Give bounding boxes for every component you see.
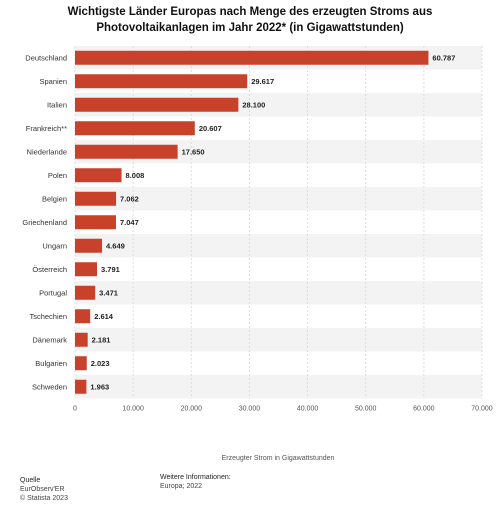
category-label: Tschechien — [29, 312, 67, 321]
value-label: 2.023 — [91, 359, 110, 368]
value-label: 29.617 — [251, 77, 274, 86]
value-label: 7.047 — [120, 218, 139, 227]
x-tick-label: 10.000 — [122, 406, 144, 413]
bar — [75, 356, 87, 371]
bar — [75, 191, 117, 206]
x-tick-label: 50.000 — [355, 406, 377, 413]
x-axis-title: Erzeugter Strom in Gigawattstunden — [222, 455, 335, 462]
value-label: 8.008 — [126, 171, 145, 180]
row-band — [75, 281, 482, 305]
category-label: Portugal — [39, 288, 67, 297]
value-label: 4.649 — [106, 241, 125, 250]
bar — [75, 121, 195, 136]
info-heading: Weitere Informationen: — [160, 474, 231, 481]
source-line: © Statista 2023 — [20, 495, 68, 502]
chart-title: Wichtigste Länder Europas nach Menge des… — [67, 6, 433, 34]
info-line: Europa; 2022 — [160, 483, 203, 490]
bar — [75, 262, 98, 277]
bar — [75, 285, 96, 300]
category-label: Spanien — [39, 77, 67, 86]
bar — [75, 238, 103, 253]
bar — [75, 379, 87, 394]
value-label: 3.791 — [101, 265, 120, 274]
category-label: Ungarn — [42, 241, 67, 250]
row-band — [75, 234, 482, 258]
x-tick-label: 60.000 — [413, 406, 435, 413]
category-label: Belgien — [42, 194, 67, 203]
row-band — [75, 187, 482, 211]
value-label: 3.471 — [99, 288, 118, 297]
bar — [75, 215, 116, 230]
bar — [75, 50, 429, 65]
value-label: 20.607 — [199, 124, 222, 133]
footer-info: Weitere Informationen: Europa; 2022 — [160, 473, 231, 491]
source-heading: Quelle — [20, 477, 41, 484]
x-tick-label: 70.000 — [471, 406, 493, 413]
x-tick-label: 40.000 — [297, 406, 319, 413]
category-label: Frankreich** — [26, 124, 67, 133]
category-label: Italien — [47, 100, 67, 109]
category-label: Bulgarien — [35, 359, 67, 368]
category-label: Griechenland — [22, 218, 67, 227]
category-label: Dänemark — [32, 335, 67, 344]
bar — [75, 97, 239, 112]
category-label: Deutschland — [25, 53, 67, 62]
x-tick-label: 30.000 — [239, 406, 261, 413]
category-label: Schweden — [32, 382, 67, 391]
source-line: EurObserv'ER — [20, 486, 65, 493]
row-band — [75, 375, 482, 399]
row-band — [75, 328, 482, 352]
x-tick-label: 20.000 — [181, 406, 203, 413]
value-label: 28.100 — [242, 100, 265, 109]
footer-source: Quelle EurObserv'ER © Statista 2023 — [20, 476, 68, 503]
bar — [75, 74, 248, 89]
bar — [75, 144, 178, 159]
bar — [75, 168, 122, 183]
value-label: 2.181 — [92, 335, 111, 344]
category-label: Niederlande — [27, 147, 67, 156]
category-label: Österreich — [32, 265, 67, 274]
category-label: Polen — [48, 171, 67, 180]
value-label: 60.787 — [432, 53, 455, 62]
value-label: 17.650 — [182, 147, 205, 156]
x-tick-label: 0 — [73, 406, 77, 413]
bar — [75, 309, 91, 324]
bar — [75, 332, 88, 347]
value-label: 2.614 — [94, 312, 114, 321]
value-label: 7.062 — [120, 194, 139, 203]
value-label: 1.963 — [90, 382, 109, 391]
